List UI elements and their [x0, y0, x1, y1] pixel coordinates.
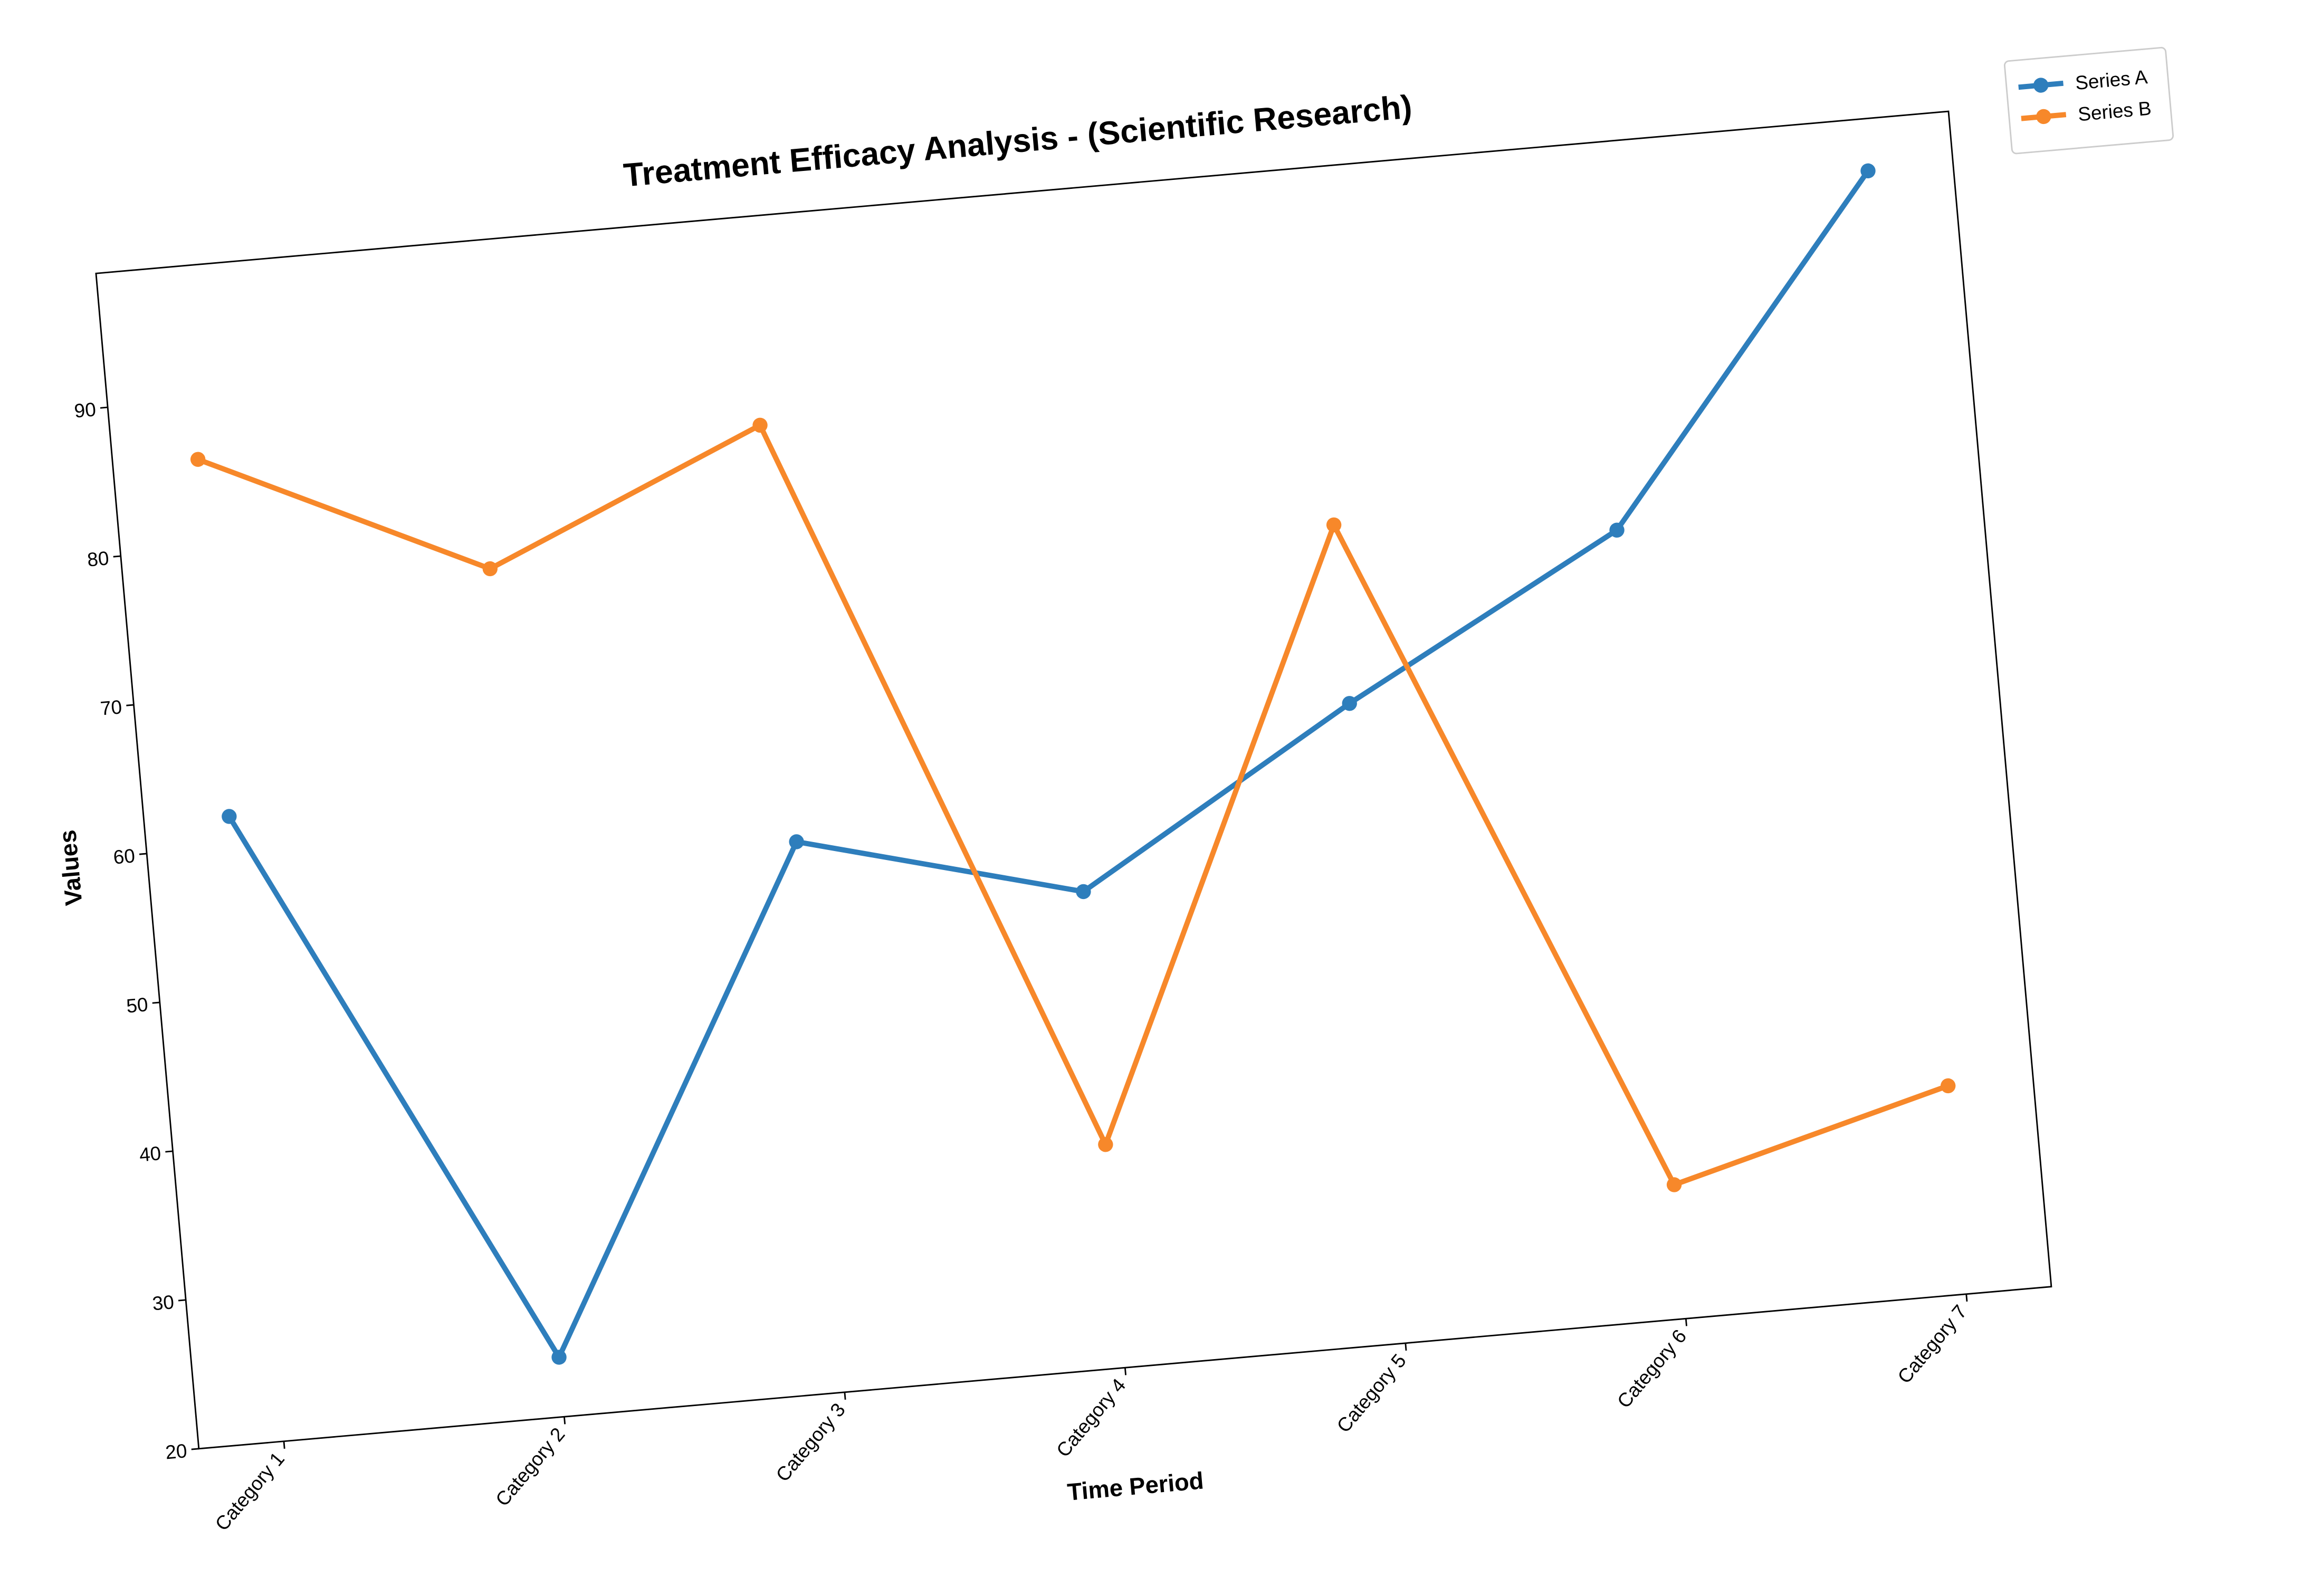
- point: [222, 809, 237, 824]
- x-tick-label: Category 1: [211, 1448, 289, 1535]
- y-tick-label: 60: [112, 845, 136, 868]
- point: [1860, 163, 1876, 179]
- point: [789, 834, 804, 849]
- plot-group: Treatment Efficacy Analysis - (Scientifi…: [54, 46, 2174, 1535]
- plot-frame: [95, 110, 2052, 1450]
- y-tick-label: 50: [126, 993, 149, 1017]
- y-tick: [152, 1001, 160, 1004]
- y-tick-label: 20: [165, 1440, 188, 1463]
- x-tick: [563, 1417, 566, 1425]
- x-tick-label: Category 4: [1052, 1374, 1130, 1461]
- x-tick-label: Category 6: [1613, 1325, 1690, 1412]
- x-tick-label: Category 7: [1893, 1301, 1971, 1388]
- x-tick-label: Category 3: [772, 1399, 849, 1486]
- legend-marker: [2033, 78, 2049, 93]
- y-tick: [113, 555, 121, 558]
- point: [1342, 696, 1357, 711]
- y-tick-label: 40: [138, 1142, 161, 1165]
- y-tick-label: 70: [99, 696, 122, 719]
- y-tick-label: 30: [151, 1291, 175, 1314]
- y-tick: [165, 1150, 173, 1153]
- y-tick: [100, 406, 108, 409]
- x-tick-label: Category 2: [491, 1423, 569, 1511]
- x-tick-label: Category 5: [1333, 1350, 1410, 1437]
- point: [1098, 1137, 1113, 1152]
- y-tick: [178, 1299, 186, 1302]
- point: [190, 452, 206, 467]
- legend-marker: [2036, 109, 2051, 125]
- point: [1666, 1177, 1682, 1192]
- point: [482, 561, 498, 577]
- point: [1941, 1078, 1956, 1094]
- y-axis-label: Values: [54, 829, 87, 907]
- y-tick-label: 90: [73, 398, 97, 422]
- legend-box: [2003, 46, 2174, 155]
- point: [551, 1350, 567, 1365]
- point: [1076, 884, 1091, 900]
- series-line: [197, 422, 1949, 1188]
- x-axis-label: Time Period: [1066, 1467, 1205, 1505]
- series-line: [227, 169, 1870, 1363]
- point: [1326, 517, 1342, 533]
- point: [752, 417, 768, 433]
- y-tick-label: 80: [87, 547, 110, 570]
- point: [1609, 522, 1625, 538]
- x-tick: [1965, 1294, 1968, 1302]
- chart-title: Treatment Efficacy Analysis - (Scientifi…: [622, 88, 1413, 194]
